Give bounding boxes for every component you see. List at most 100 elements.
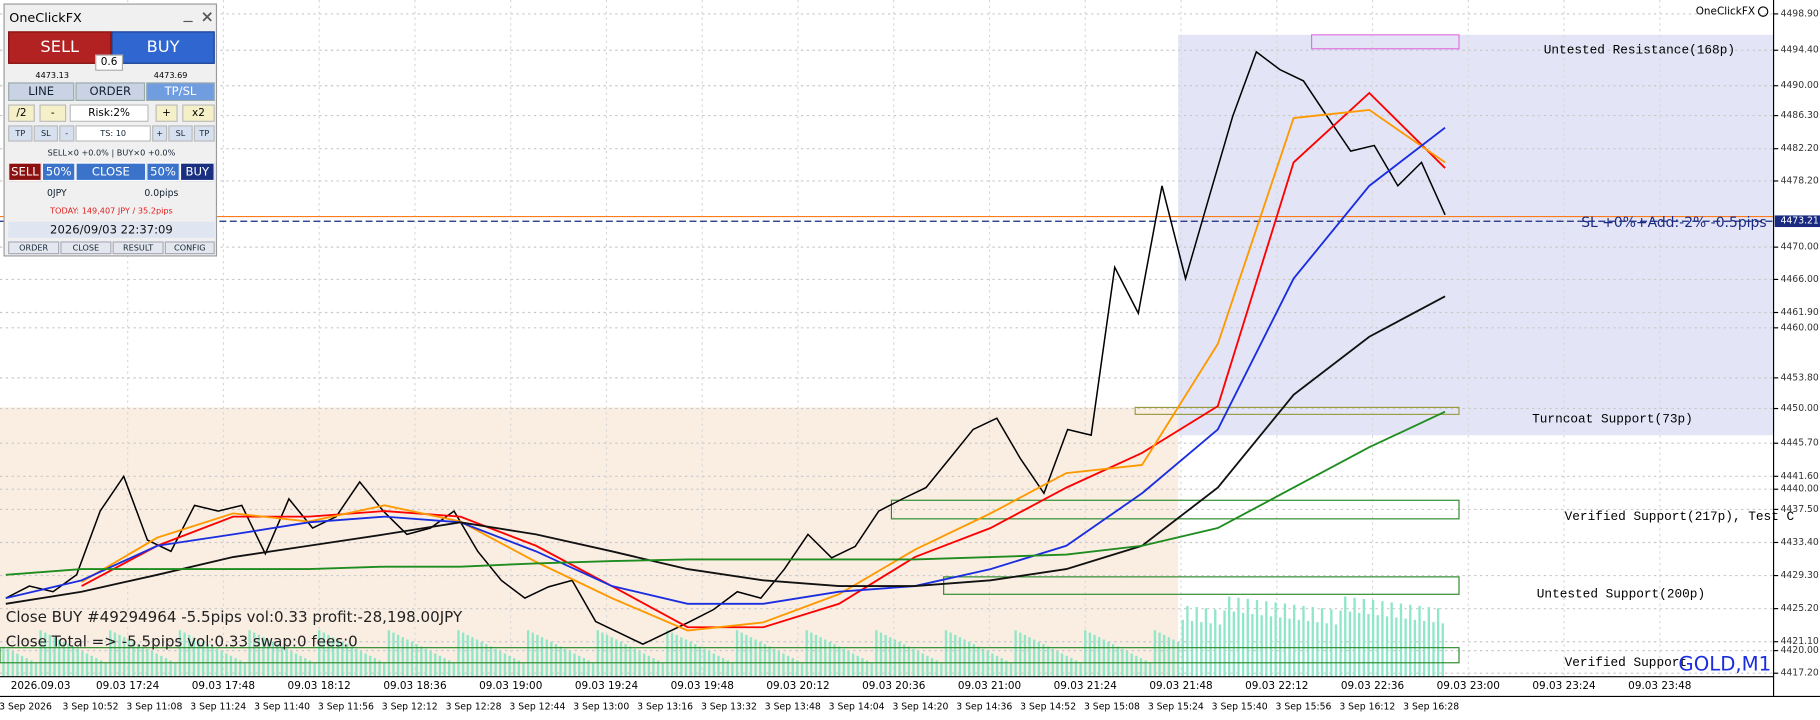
volume-bar — [656, 660, 660, 677]
volume-bar — [550, 641, 553, 677]
risk-control[interactable]: + — [155, 104, 178, 122]
position-summary: SELL×0 +0.0% | BUY×0 +0.0% — [47, 148, 176, 158]
footer-button[interactable]: CONFIG — [164, 241, 215, 255]
volume-bar — [448, 660, 451, 677]
risk-control[interactable]: - — [39, 104, 67, 122]
x-tick-label: 09.03 23:48 — [1628, 680, 1691, 692]
close-control[interactable]: 50% — [146, 162, 180, 182]
footer-button[interactable]: CLOSE — [60, 241, 112, 255]
volume-bar — [777, 651, 780, 677]
x-sub-label: 3 Sep 15:56 — [1276, 701, 1332, 712]
volume-bar — [266, 639, 270, 677]
footer-button[interactable]: ORDER — [8, 241, 60, 255]
volume-bar — [1005, 660, 1008, 677]
risk-control[interactable]: x2 — [182, 104, 215, 122]
tab[interactable]: ORDER — [75, 82, 146, 101]
volume-bar — [1153, 630, 1157, 677]
volume-bar — [104, 662, 107, 677]
volume-bar — [856, 655, 859, 677]
x-tick-label: 09.03 17:48 — [192, 680, 255, 692]
x-tick-label: 09.03 19:00 — [479, 680, 542, 692]
volume-bar — [786, 655, 790, 677]
y-tick-label: 4453.80 — [1781, 372, 1819, 383]
x-sub-label: 3 Sep 12:44 — [509, 701, 565, 712]
volume-bar — [322, 632, 325, 677]
ts-control[interactable]: TP — [193, 125, 215, 142]
close-button[interactable] — [202, 12, 212, 22]
volume-bar — [396, 634, 400, 677]
volume-bar — [1218, 624, 1222, 677]
volume-bar — [754, 639, 757, 677]
volume-bar — [30, 660, 33, 677]
volume-bar — [940, 662, 943, 677]
close-control[interactable]: SELL — [8, 162, 42, 182]
ts-control[interactable]: TS: 10 — [75, 125, 151, 142]
volume-bar — [847, 651, 850, 677]
volume-bar — [531, 632, 534, 677]
volume-bar — [740, 632, 743, 677]
y-tick-label: 4490.00 — [1781, 80, 1819, 91]
moving-average — [5, 410, 1446, 576]
volume-bar — [921, 653, 924, 677]
volume-bar — [383, 662, 386, 677]
tab[interactable]: TP/SL — [146, 82, 215, 101]
ts-control[interactable]: TP — [8, 125, 33, 142]
volume-bar — [1125, 651, 1129, 677]
volume-bar — [791, 658, 794, 677]
x-sub-label: 3 Sep 2026 — [0, 701, 52, 712]
ts-control[interactable]: SL — [33, 125, 59, 142]
ts-control[interactable]: - — [59, 125, 75, 142]
volume-bar — [958, 637, 962, 677]
volume-bar — [1311, 607, 1314, 677]
y-tick-label: 4461.90 — [1781, 307, 1819, 318]
volume-bar — [1302, 605, 1305, 677]
clock: 2026/09/03 22:37:09 — [8, 221, 215, 238]
volume-bar — [1265, 601, 1268, 677]
volume-bar — [489, 646, 493, 677]
volume-bar — [308, 660, 312, 677]
brand: OneClickFX — [1696, 6, 1755, 18]
sl-note: SL +0%+Add:-2% -0.5pips — [1581, 215, 1766, 231]
untested-box — [943, 576, 1460, 595]
volume-bar — [1436, 608, 1440, 677]
sell-button[interactable]: SELL — [8, 31, 112, 64]
volume-bar — [1274, 602, 1277, 677]
volume-bar — [1320, 608, 1324, 677]
lot-size[interactable]: 0.6 — [95, 54, 124, 71]
volume-bar — [559, 646, 562, 677]
volume-bar — [271, 641, 274, 677]
volume-bar — [1033, 639, 1036, 677]
volume-bar — [582, 658, 585, 677]
volume-bar — [471, 637, 474, 677]
volume-bar — [601, 632, 604, 677]
volume-bar — [201, 641, 205, 677]
footer-button[interactable]: RESULT — [112, 241, 164, 255]
volume-bar — [536, 634, 539, 677]
risk-control[interactable]: Risk:2% — [69, 104, 149, 122]
volume-bar — [1246, 598, 1249, 677]
ts-control[interactable]: SL — [168, 125, 193, 142]
close-control[interactable]: BUY — [179, 162, 215, 182]
x-tick-label: 09.03 17:24 — [96, 680, 160, 692]
close-control[interactable]: 50% — [41, 162, 76, 182]
volume-bar — [1334, 624, 1338, 677]
volume-bar — [299, 655, 302, 677]
volume-bar — [1353, 597, 1356, 677]
trade-message: Close BUY #49294964 -5.5pips vol:0.33 pr… — [6, 608, 463, 626]
volume-bar — [155, 653, 158, 677]
volume-bar — [889, 637, 892, 677]
volume-bar — [434, 653, 437, 677]
risk-control[interactable]: /2 — [8, 104, 35, 122]
buy-button[interactable]: BUY — [111, 31, 215, 64]
price-series — [5, 50, 1446, 646]
x-tick-label: 2026.09.03 — [11, 680, 71, 692]
ts-control[interactable]: + — [152, 125, 168, 142]
volume-bar — [508, 655, 511, 677]
volume-bar — [1144, 660, 1147, 677]
volume-bar — [726, 660, 729, 677]
x-sub-label: 3 Sep 13:00 — [573, 701, 629, 712]
volume-bar — [2, 646, 5, 677]
tab[interactable]: LINE — [8, 82, 75, 101]
minimize-button[interactable] — [183, 20, 193, 23]
close-control[interactable]: CLOSE — [75, 162, 147, 182]
